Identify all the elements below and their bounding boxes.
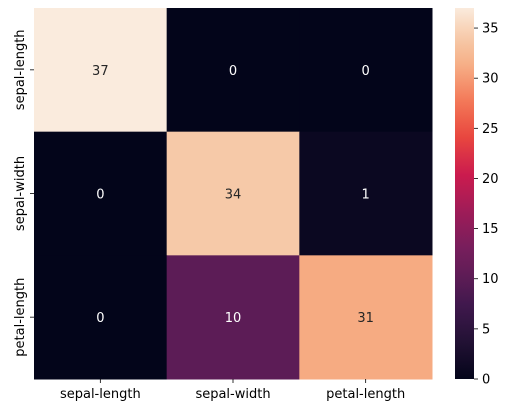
- cell-value-label: 0: [96, 311, 104, 326]
- cell-value-label: 0: [362, 64, 370, 79]
- colorbar-tick-label: 15: [482, 222, 499, 237]
- cell-value-label: 31: [357, 311, 374, 326]
- heatmap-cell: [34, 8, 168, 133]
- cell-value-label: 34: [225, 188, 242, 203]
- cell-value-label: 1: [362, 188, 370, 203]
- colorbar-tick-label: 5: [482, 322, 490, 337]
- y-tick-label: sepal-width: [13, 156, 28, 231]
- heatmap-cell: [166, 255, 300, 380]
- colorbar-tick-label: 35: [482, 22, 499, 37]
- colorbar-tick-label: 20: [482, 172, 499, 187]
- cell-value-label: 37: [92, 64, 109, 79]
- heatmap-cell: [299, 255, 433, 380]
- cell-value-label: 10: [225, 311, 242, 326]
- heatmap-cell: [299, 8, 433, 133]
- x-tick-label: sepal-length: [60, 387, 141, 402]
- heatmap-cell: [166, 8, 300, 133]
- x-tick-label: petal-length: [326, 387, 405, 402]
- y-tick-label: petal-length: [13, 278, 28, 357]
- heatmap-cell: [34, 255, 168, 380]
- colorbar-tick-label: 30: [482, 72, 499, 87]
- cell-value-label: 0: [96, 188, 104, 203]
- colorbar: [455, 8, 474, 379]
- colorbar-tick-label: 0: [482, 373, 490, 388]
- colorbar-tick-label: 10: [482, 272, 499, 287]
- x-tick-label: sepal-width: [195, 387, 270, 402]
- heatmap-cell: [299, 131, 433, 256]
- heatmap-cell: [34, 131, 168, 256]
- y-tick-label: sepal-length: [13, 29, 28, 110]
- cell-value-label: 0: [229, 64, 237, 79]
- heatmap-cell: [166, 131, 300, 256]
- colorbar-tick-label: 25: [482, 122, 499, 137]
